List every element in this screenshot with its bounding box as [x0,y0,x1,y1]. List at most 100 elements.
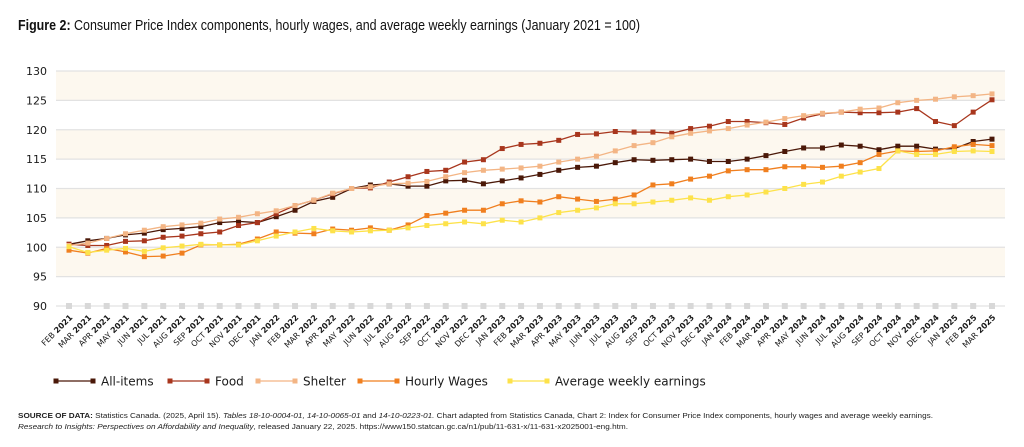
data-point [330,194,336,200]
data-point [895,109,901,115]
data-point [932,119,938,125]
x-tick-marker [574,303,581,309]
data-point [518,175,524,181]
data-point [349,229,355,235]
x-tick-marker [84,303,91,309]
x-tick-marker [687,303,694,309]
y-tick-label: 125 [26,94,47,107]
data-point [650,199,656,205]
figure-title: Figure 2: Consumer Price Index component… [18,17,640,34]
y-tick-label: 130 [26,65,47,78]
data-point [951,144,957,150]
data-point [669,181,675,187]
data-point [857,169,863,175]
data-point [179,250,185,256]
data-point [669,197,675,203]
data-point [556,167,562,173]
source-url-text: , released January 22, 2025. https://www… [254,424,629,431]
data-point [688,195,694,201]
data-point [801,113,807,119]
legend-item: Food [167,375,244,389]
data-point [819,164,825,170]
data-point [198,224,204,230]
data-point [217,229,223,235]
data-point [989,136,995,142]
data-point [593,153,599,159]
data-point [989,148,995,154]
data-point [424,168,430,174]
x-tick-marker [367,303,374,309]
data-point [838,163,844,169]
source-publication: Research to Insights: Perspectives on Af… [18,424,254,431]
legend-marker [357,378,363,384]
x-tick-marker [970,303,977,309]
data-point [141,254,147,260]
data-point [367,184,373,190]
data-point [593,131,599,137]
data-point [123,231,129,237]
data-point [104,247,110,253]
data-point [593,163,599,169]
data-point [179,243,185,249]
x-tick-marker [386,303,393,309]
data-point [462,207,468,213]
data-point [104,242,110,248]
data-point [612,160,618,166]
legend-item: Shelter [255,375,346,389]
data-point [160,234,166,240]
x-tick-marker [160,303,167,309]
data-point [744,156,750,162]
data-point [66,244,72,250]
data-point [537,199,543,205]
data-point [141,227,147,233]
data-point [914,97,920,103]
legend-item: Hourly Wages [357,375,488,389]
data-point [744,122,750,128]
data-point [367,225,373,231]
x-tick-marker [875,303,882,309]
data-point [763,153,769,159]
data-point [217,242,223,248]
x-tick-marker [838,303,845,309]
data-point [537,171,543,177]
data-point [104,235,110,241]
data-point [141,238,147,244]
x-tick-marker [273,303,280,309]
plot-band [56,71,1005,101]
data-point [725,158,731,164]
data-point [669,130,675,136]
data-point [311,197,317,203]
series-shelter [66,91,995,248]
data-point [292,203,298,209]
data-point [932,96,938,102]
data-point [367,228,373,234]
data-point [782,121,788,127]
data-point [970,141,976,147]
source-line-1: SOURCE OF DATA: Statistics Canada. (2025… [18,413,933,420]
x-tick-marker [423,303,430,309]
data-point [631,143,637,149]
legend-item: Average weekly earnings [507,375,706,389]
x-tick-marker [762,303,769,309]
data-point [725,194,731,200]
data-point [273,233,279,239]
data-point [480,181,486,187]
x-tick-marker [329,303,336,309]
data-point [179,225,185,231]
data-point [254,211,260,217]
data-point [763,189,769,195]
data-point [706,128,712,134]
x-tick-year: 2025 [975,313,997,335]
data-point [970,139,976,144]
data-point [443,167,449,173]
data-point [688,130,694,136]
legend-marker [544,378,550,384]
data-point [273,208,279,214]
data-point [123,245,129,251]
data-point [688,126,694,132]
data-point [311,225,317,231]
data-point [838,173,844,179]
x-tick-marker [442,303,449,309]
x-tick-marker [744,303,751,309]
